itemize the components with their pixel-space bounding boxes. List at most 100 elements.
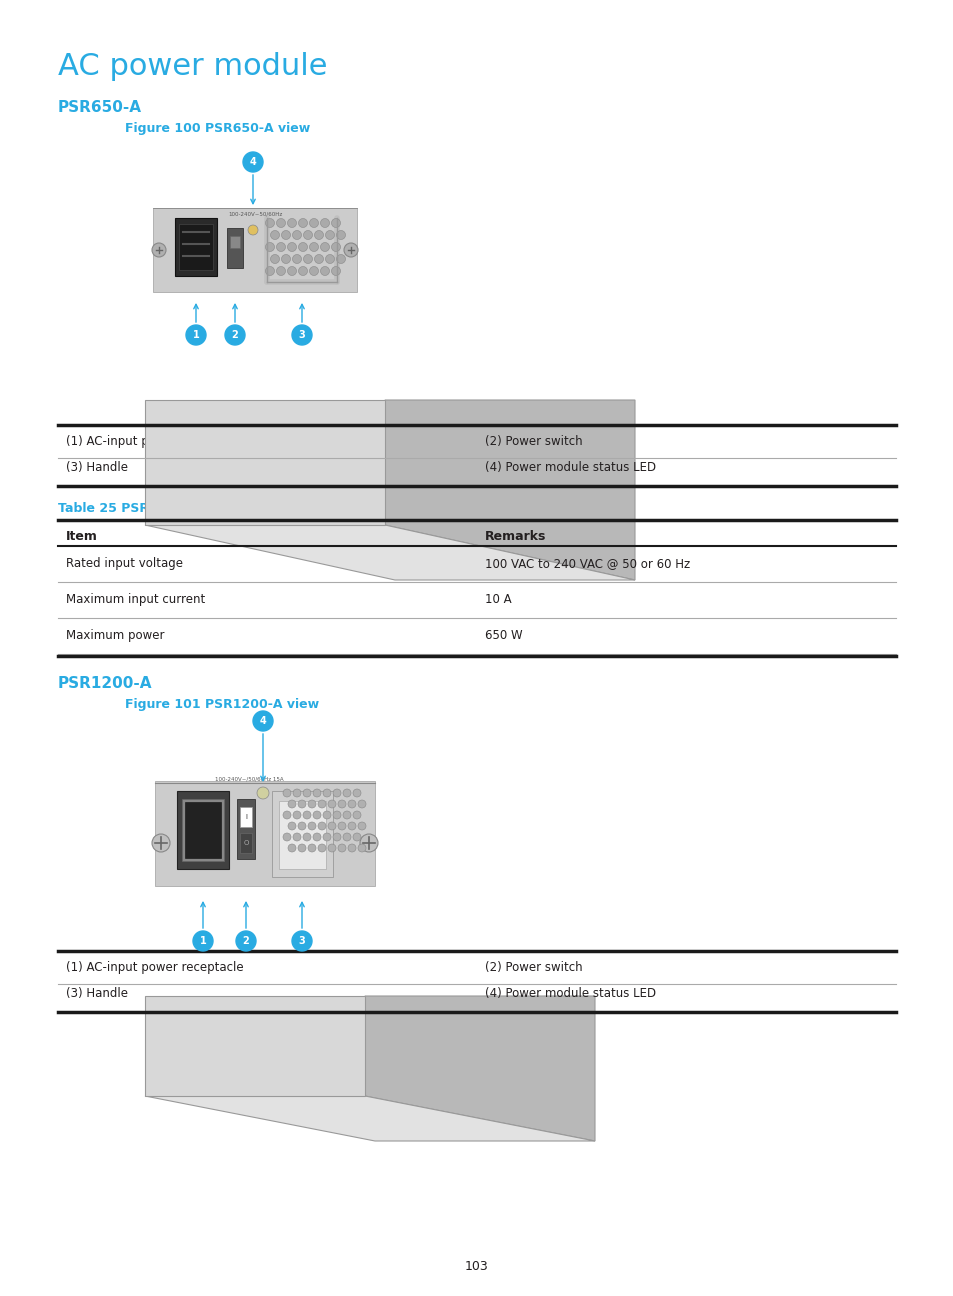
Circle shape bbox=[343, 811, 351, 819]
Circle shape bbox=[256, 787, 269, 800]
Circle shape bbox=[297, 844, 306, 851]
Circle shape bbox=[271, 254, 279, 263]
Text: 100-240V~50/60Hz: 100-240V~50/60Hz bbox=[228, 211, 282, 216]
Circle shape bbox=[265, 219, 274, 228]
Circle shape bbox=[357, 822, 366, 829]
Text: (3) Handle: (3) Handle bbox=[66, 988, 128, 1001]
Polygon shape bbox=[145, 400, 385, 525]
Circle shape bbox=[292, 931, 312, 951]
Circle shape bbox=[276, 267, 285, 276]
Circle shape bbox=[271, 231, 279, 240]
Text: 100-240V~/50/60Hz 15A: 100-240V~/50/60Hz 15A bbox=[214, 776, 283, 781]
Circle shape bbox=[323, 833, 331, 841]
Text: Table 25 PSR650-A specifications: Table 25 PSR650-A specifications bbox=[58, 502, 291, 515]
Circle shape bbox=[353, 811, 360, 819]
Circle shape bbox=[288, 800, 295, 807]
Circle shape bbox=[293, 231, 301, 240]
Circle shape bbox=[317, 844, 326, 851]
Circle shape bbox=[193, 931, 213, 951]
Text: PSR1200-A: PSR1200-A bbox=[58, 677, 152, 691]
Circle shape bbox=[353, 833, 360, 841]
Circle shape bbox=[303, 254, 313, 263]
Circle shape bbox=[320, 267, 329, 276]
Text: (4) Power module status LED: (4) Power module status LED bbox=[484, 461, 656, 474]
Circle shape bbox=[309, 219, 318, 228]
Circle shape bbox=[357, 844, 366, 851]
Circle shape bbox=[287, 267, 296, 276]
Text: 3: 3 bbox=[298, 936, 305, 946]
Text: Maximum power: Maximum power bbox=[66, 629, 164, 642]
Circle shape bbox=[225, 325, 245, 345]
Polygon shape bbox=[174, 218, 216, 276]
Polygon shape bbox=[240, 807, 252, 827]
Circle shape bbox=[359, 835, 377, 851]
Polygon shape bbox=[145, 1096, 595, 1140]
Circle shape bbox=[308, 844, 315, 851]
Polygon shape bbox=[185, 802, 221, 858]
Polygon shape bbox=[272, 791, 333, 877]
Text: 1: 1 bbox=[199, 936, 206, 946]
Circle shape bbox=[320, 219, 329, 228]
Circle shape bbox=[186, 325, 206, 345]
Text: 100 VAC to 240 VAC @ 50 or 60 Hz: 100 VAC to 240 VAC @ 50 or 60 Hz bbox=[484, 557, 690, 570]
Circle shape bbox=[309, 267, 318, 276]
Circle shape bbox=[325, 254, 335, 263]
Circle shape bbox=[308, 822, 315, 829]
Polygon shape bbox=[182, 800, 224, 861]
Circle shape bbox=[303, 789, 311, 797]
Text: 650 W: 650 W bbox=[484, 629, 522, 642]
Text: AC power module: AC power module bbox=[58, 52, 327, 80]
Text: O: O bbox=[243, 840, 249, 846]
Circle shape bbox=[320, 242, 329, 251]
Circle shape bbox=[337, 822, 346, 829]
Circle shape bbox=[343, 789, 351, 797]
Circle shape bbox=[287, 219, 296, 228]
Polygon shape bbox=[152, 207, 356, 292]
Polygon shape bbox=[145, 997, 365, 1096]
Circle shape bbox=[243, 152, 263, 172]
Circle shape bbox=[317, 822, 326, 829]
Polygon shape bbox=[154, 781, 375, 886]
Text: 4: 4 bbox=[250, 157, 256, 167]
Polygon shape bbox=[236, 800, 254, 859]
Circle shape bbox=[348, 822, 355, 829]
Text: PSR650-A: PSR650-A bbox=[58, 100, 142, 115]
Text: 10 A: 10 A bbox=[484, 594, 511, 607]
Circle shape bbox=[323, 789, 331, 797]
Circle shape bbox=[343, 833, 351, 841]
Polygon shape bbox=[145, 525, 635, 581]
Text: 2: 2 bbox=[242, 936, 249, 946]
Circle shape bbox=[357, 800, 366, 807]
Circle shape bbox=[314, 231, 323, 240]
Circle shape bbox=[308, 800, 315, 807]
Circle shape bbox=[297, 822, 306, 829]
Polygon shape bbox=[240, 833, 252, 853]
Circle shape bbox=[353, 789, 360, 797]
Circle shape bbox=[325, 231, 335, 240]
Circle shape bbox=[281, 231, 291, 240]
Text: Item: Item bbox=[66, 530, 98, 543]
Circle shape bbox=[152, 835, 170, 851]
Text: (4) Power module status LED: (4) Power module status LED bbox=[484, 988, 656, 1001]
Text: 1: 1 bbox=[193, 330, 199, 340]
Text: Figure 101 PSR1200-A view: Figure 101 PSR1200-A view bbox=[125, 699, 319, 712]
Polygon shape bbox=[365, 997, 595, 1140]
Polygon shape bbox=[177, 791, 229, 870]
Circle shape bbox=[298, 242, 307, 251]
Circle shape bbox=[265, 242, 274, 251]
Circle shape bbox=[309, 242, 318, 251]
Circle shape bbox=[303, 231, 313, 240]
Circle shape bbox=[317, 800, 326, 807]
Text: 4: 4 bbox=[259, 715, 266, 726]
Circle shape bbox=[328, 844, 335, 851]
Circle shape bbox=[281, 254, 291, 263]
Circle shape bbox=[287, 242, 296, 251]
Circle shape bbox=[293, 254, 301, 263]
Circle shape bbox=[298, 267, 307, 276]
Circle shape bbox=[293, 833, 301, 841]
Circle shape bbox=[313, 833, 320, 841]
Circle shape bbox=[336, 254, 345, 263]
Circle shape bbox=[348, 844, 355, 851]
Polygon shape bbox=[230, 236, 240, 248]
Text: (3) Handle: (3) Handle bbox=[66, 461, 128, 474]
